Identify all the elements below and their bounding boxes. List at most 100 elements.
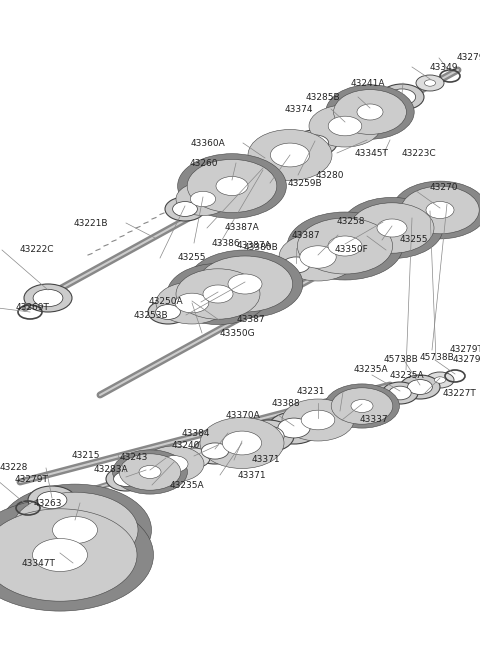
- Text: 43255: 43255: [178, 253, 206, 263]
- Ellipse shape: [392, 181, 480, 239]
- Text: 43370A: 43370A: [225, 411, 260, 419]
- Ellipse shape: [214, 426, 270, 460]
- Ellipse shape: [156, 305, 180, 320]
- Text: 43380B: 43380B: [243, 244, 278, 252]
- Ellipse shape: [178, 448, 210, 468]
- Text: 43258: 43258: [336, 217, 365, 227]
- Text: 43260: 43260: [190, 159, 218, 168]
- Text: 43279T: 43279T: [15, 476, 49, 485]
- Text: 43222C: 43222C: [20, 246, 55, 255]
- Ellipse shape: [353, 230, 381, 246]
- Ellipse shape: [173, 202, 197, 216]
- Ellipse shape: [0, 509, 137, 601]
- Ellipse shape: [408, 379, 432, 394]
- Ellipse shape: [252, 426, 284, 446]
- Ellipse shape: [5, 522, 115, 588]
- Ellipse shape: [12, 492, 138, 568]
- Text: 45738B: 45738B: [383, 356, 418, 364]
- Ellipse shape: [287, 212, 403, 280]
- Ellipse shape: [268, 412, 320, 444]
- Ellipse shape: [416, 75, 444, 91]
- Text: 43223C: 43223C: [402, 149, 437, 157]
- Ellipse shape: [298, 218, 393, 274]
- Ellipse shape: [191, 191, 216, 207]
- Ellipse shape: [24, 284, 72, 312]
- Ellipse shape: [248, 130, 332, 181]
- Ellipse shape: [412, 193, 468, 227]
- Ellipse shape: [262, 138, 318, 172]
- Ellipse shape: [424, 80, 436, 86]
- Text: 43227T: 43227T: [443, 388, 477, 398]
- Ellipse shape: [242, 420, 294, 452]
- Ellipse shape: [341, 197, 443, 259]
- Ellipse shape: [270, 143, 310, 167]
- Text: 45738B: 45738B: [420, 352, 455, 362]
- Ellipse shape: [33, 538, 87, 572]
- Text: 43350G: 43350G: [220, 329, 256, 337]
- Ellipse shape: [52, 517, 97, 544]
- Text: 43235A: 43235A: [390, 371, 425, 379]
- Ellipse shape: [351, 400, 373, 413]
- Ellipse shape: [188, 454, 201, 462]
- Ellipse shape: [128, 459, 172, 485]
- Ellipse shape: [37, 491, 67, 509]
- Text: 43386: 43386: [212, 238, 240, 248]
- Ellipse shape: [106, 467, 146, 491]
- Ellipse shape: [28, 486, 76, 514]
- Text: 43360A: 43360A: [190, 138, 225, 147]
- Ellipse shape: [211, 264, 279, 304]
- Text: 43279T: 43279T: [457, 54, 480, 62]
- Ellipse shape: [407, 217, 418, 223]
- Ellipse shape: [400, 375, 440, 399]
- Ellipse shape: [30, 503, 120, 557]
- Ellipse shape: [321, 112, 369, 140]
- Ellipse shape: [331, 388, 393, 424]
- Text: 43337: 43337: [360, 415, 389, 424]
- Ellipse shape: [193, 438, 237, 464]
- Ellipse shape: [253, 260, 297, 286]
- Ellipse shape: [148, 300, 188, 324]
- Ellipse shape: [401, 186, 479, 234]
- Ellipse shape: [301, 135, 329, 151]
- Ellipse shape: [388, 89, 416, 105]
- Text: 43263: 43263: [34, 498, 62, 508]
- Ellipse shape: [200, 417, 284, 468]
- Text: 43279T: 43279T: [453, 356, 480, 364]
- Ellipse shape: [344, 96, 396, 128]
- Ellipse shape: [185, 188, 221, 210]
- Ellipse shape: [382, 382, 418, 404]
- Ellipse shape: [419, 206, 441, 220]
- Ellipse shape: [426, 202, 454, 219]
- Ellipse shape: [279, 233, 357, 281]
- Text: 43253B: 43253B: [133, 310, 168, 320]
- Ellipse shape: [282, 399, 354, 441]
- Text: 43388: 43388: [271, 398, 300, 407]
- Ellipse shape: [197, 256, 293, 312]
- Ellipse shape: [434, 377, 445, 383]
- Text: 43240: 43240: [172, 441, 200, 449]
- Ellipse shape: [200, 167, 264, 205]
- Ellipse shape: [350, 203, 434, 253]
- Ellipse shape: [167, 263, 269, 325]
- Text: 43345T: 43345T: [355, 149, 389, 157]
- Text: 43231: 43231: [297, 388, 325, 396]
- Text: 43374: 43374: [285, 105, 313, 113]
- Ellipse shape: [222, 431, 262, 455]
- Text: 43250A: 43250A: [148, 297, 183, 307]
- Ellipse shape: [261, 265, 288, 281]
- Ellipse shape: [187, 159, 277, 213]
- Ellipse shape: [278, 418, 310, 438]
- Ellipse shape: [119, 454, 181, 490]
- Ellipse shape: [139, 466, 161, 479]
- Ellipse shape: [293, 130, 337, 156]
- Text: 43387: 43387: [291, 231, 320, 240]
- Text: 43280: 43280: [316, 170, 345, 179]
- Ellipse shape: [175, 293, 209, 313]
- Ellipse shape: [370, 392, 394, 406]
- Ellipse shape: [202, 443, 228, 459]
- Ellipse shape: [154, 452, 194, 476]
- Ellipse shape: [294, 406, 342, 434]
- Text: 43269T: 43269T: [16, 303, 50, 312]
- Ellipse shape: [412, 202, 448, 224]
- Ellipse shape: [144, 446, 204, 482]
